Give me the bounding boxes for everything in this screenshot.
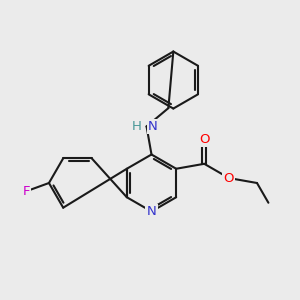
Text: N: N xyxy=(148,120,158,133)
Text: H: H xyxy=(131,120,141,133)
Text: N: N xyxy=(147,205,156,218)
Text: F: F xyxy=(22,185,30,198)
Text: O: O xyxy=(199,133,209,146)
Text: O: O xyxy=(224,172,234,184)
